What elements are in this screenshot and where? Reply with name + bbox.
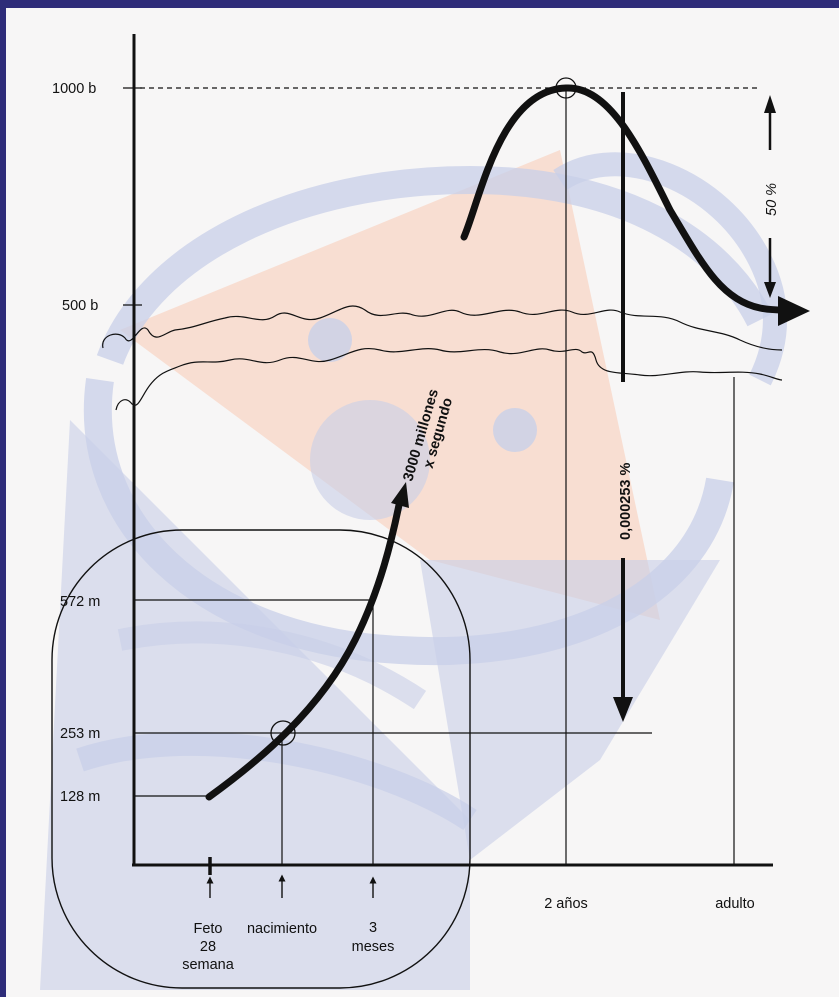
fifty-arrowhead-up [764, 95, 776, 113]
fifty-arrowhead-down [764, 282, 776, 298]
x-label-3-meses-2: meses [352, 939, 395, 955]
loss-arrowhead [613, 697, 633, 722]
growth-arrowhead [391, 482, 409, 508]
birth-marker-circle [270, 720, 296, 746]
x-label-nacimiento: nacimiento [247, 921, 317, 937]
x-label-feto-2: 28 [200, 939, 216, 955]
y-label-253m: 253 m [60, 726, 100, 742]
y-label-572m: 572 m [60, 594, 100, 610]
early-period-box [51, 529, 471, 989]
x-label-2-anos: 2 años [544, 896, 588, 912]
x-label-adulto: adulto [715, 896, 755, 912]
percent-50-label: 50 % [764, 183, 780, 216]
watermark-logo [40, 150, 787, 990]
x-label-feto-1: Feto [193, 921, 222, 937]
synapse-growth-curve [205, 496, 404, 801]
y-label-1000b: 1000 b [52, 81, 96, 97]
synapse-peak-curve [460, 84, 788, 314]
y-label-128m: 128 m [60, 789, 100, 805]
percent-small-label: 0,000253 % [618, 462, 634, 540]
wavy-line-lower [115, 348, 783, 411]
peak-marker-circle [555, 77, 577, 99]
wavy-line-upper [102, 305, 783, 351]
decline-arrowhead [778, 296, 810, 326]
x-label-feto-3: semana [182, 957, 235, 973]
y-label-500b: 500 b [62, 298, 98, 314]
x-label-3-meses-1: 3 [369, 920, 377, 936]
